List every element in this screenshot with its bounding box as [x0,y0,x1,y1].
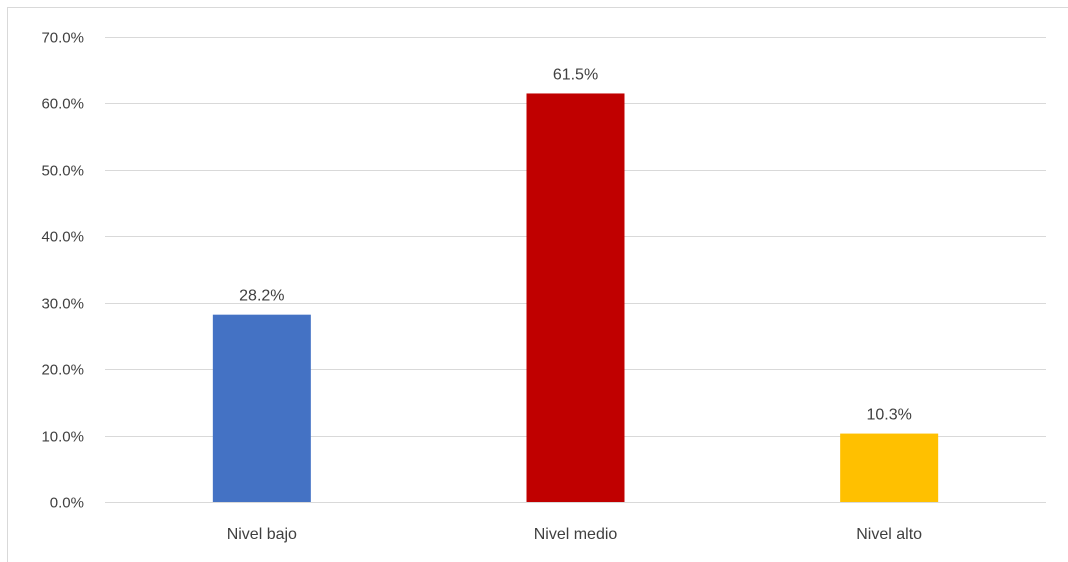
y-tick-label: 60.0% [41,96,84,113]
y-tick-label: 10.0% [41,429,84,446]
data-label: 28.2% [239,288,284,305]
y-tick-label: 50.0% [41,163,84,180]
data-label: 61.5% [553,66,598,83]
y-tick-label: 30.0% [41,296,84,313]
bar-nivel-medio [526,93,625,502]
data-labels: 28.2% 61.5% 10.3% [239,66,912,423]
y-tick-label: 40.0% [41,229,84,246]
category-label: Nivel alto [856,526,922,543]
y-axis-tick-labels: 0.0% 10.0% 20.0% 30.0% 40.0% 50.0% 60.0% 70.0% [41,30,84,512]
x-axis-category-labels: Nivel bajo Nivel medio Nivel alto [227,526,922,543]
bar-nivel-bajo [212,314,311,502]
category-label: Nivel medio [534,526,618,543]
y-tick-label: 70.0% [41,30,84,47]
bars [212,93,939,502]
data-label: 10.3% [866,407,911,424]
y-tick-label: 0.0% [50,495,84,512]
bar-nivel-alto [840,433,939,502]
y-tick-label: 20.0% [41,362,84,379]
category-label: Nivel bajo [227,526,297,543]
